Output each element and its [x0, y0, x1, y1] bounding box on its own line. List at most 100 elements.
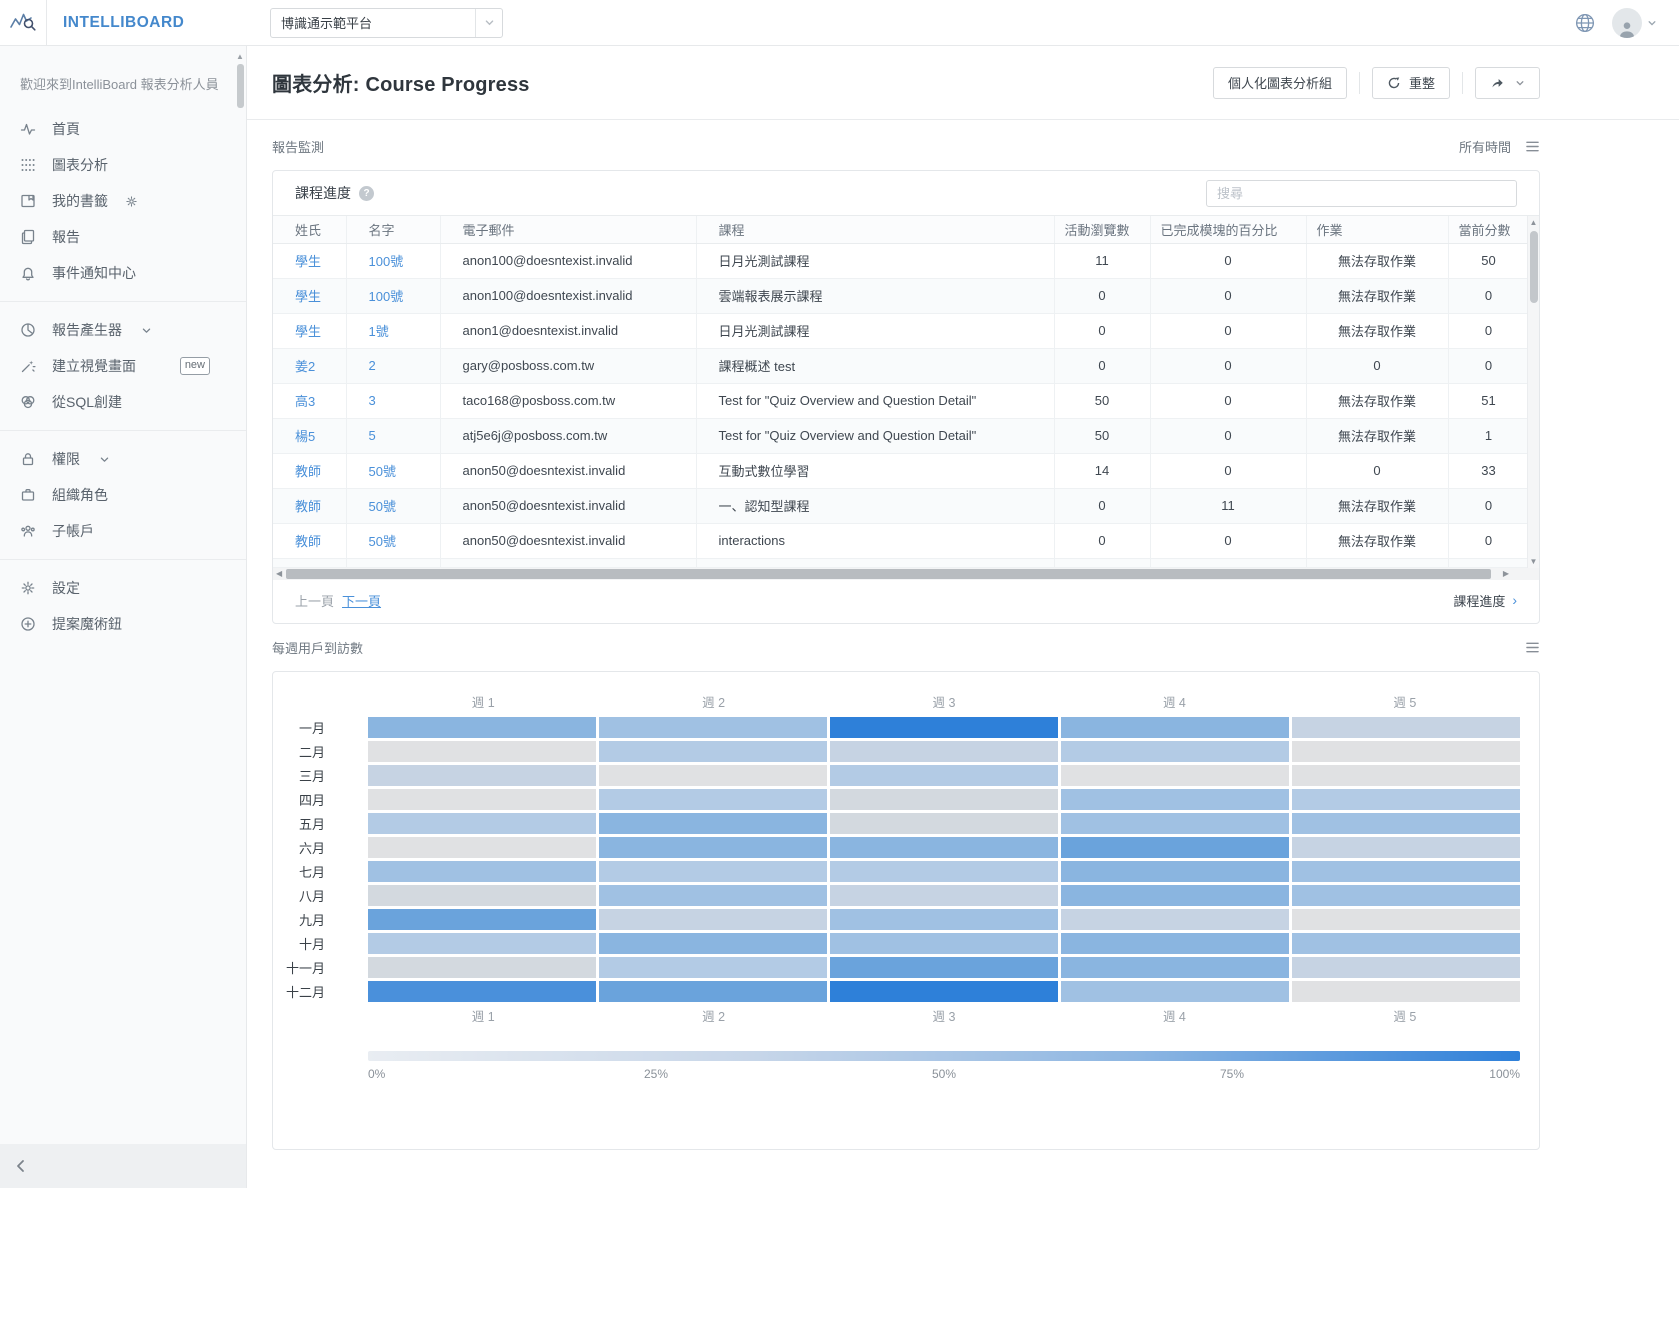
- sidebar-item-create-visual[interactable]: 建立視覺畫面 new: [0, 348, 246, 384]
- personalize-dashboard-button[interactable]: 個人化圖表分析組: [1212, 66, 1347, 99]
- sidebar-collapse-button[interactable]: [0, 1144, 246, 1188]
- user-link[interactable]: 教師: [273, 523, 347, 559]
- pie-icon: [20, 322, 37, 338]
- help-icon[interactable]: ?: [359, 185, 374, 201]
- column-header-1[interactable]: 姓氏: [273, 216, 347, 244]
- card-header: 課程進度 ?: [273, 171, 1539, 215]
- sidebar-scrollbar[interactable]: ▲: [235, 52, 245, 108]
- sidebar-item-my-bookmarks[interactable]: 我的書籤: [0, 183, 246, 219]
- heatmap-cell: [1061, 740, 1289, 762]
- column-header-6[interactable]: 已完成模塊的百分比: [1150, 216, 1307, 244]
- user-link[interactable]: 3: [346, 383, 441, 419]
- sidebar-item-report-generator[interactable]: 報告產生器: [0, 312, 246, 348]
- sidebar-item-notification-center[interactable]: 事件通知中心: [0, 255, 246, 291]
- column-header-5[interactable]: 活動瀏覽數: [1054, 216, 1151, 244]
- search-input[interactable]: [1206, 179, 1517, 207]
- scroll-up-icon[interactable]: ▲: [236, 52, 244, 61]
- scroll-up-icon[interactable]: ▲: [1529, 218, 1538, 227]
- time-filter[interactable]: 所有時間: [1458, 140, 1511, 155]
- user-link[interactable]: 高3: [273, 383, 347, 419]
- refresh-icon: [1388, 76, 1400, 88]
- week-label: 週 4: [1162, 695, 1186, 710]
- menu-icon[interactable]: [1525, 641, 1540, 654]
- scroll-right-icon[interactable]: ▶: [1502, 569, 1509, 578]
- user-menu[interactable]: [1612, 7, 1657, 38]
- week-label: 週 3: [932, 1010, 956, 1024]
- globe-icon[interactable]: [1574, 12, 1596, 34]
- heatmap-cell: [1061, 836, 1289, 858]
- sidebar-item-org-roles[interactable]: 組織角色: [0, 477, 246, 513]
- scrollbar-thumb[interactable]: [286, 568, 1491, 579]
- column-header-2[interactable]: 名字: [346, 216, 441, 244]
- scroll-left-icon[interactable]: ◀: [276, 569, 283, 578]
- sidebar-item-chart-analysis[interactable]: 圖表分析: [0, 147, 246, 183]
- pagination-next[interactable]: 下一頁: [342, 593, 382, 609]
- user-link[interactable]: 教師: [273, 453, 347, 489]
- sidebar-item-proposal-wizard[interactable]: 提案魔術鈕: [0, 606, 246, 642]
- sidebar-item-label: 首頁: [52, 121, 80, 137]
- heatmap-cell: [1292, 980, 1520, 1002]
- user-link[interactable]: 姜2: [273, 348, 347, 384]
- table-cell: 0: [1448, 523, 1530, 559]
- course-progress-link[interactable]: 課程進度 ›: [1453, 592, 1517, 609]
- refresh-button[interactable]: 重整: [1371, 66, 1450, 99]
- sidebar-item-label: 圖表分析: [52, 157, 108, 173]
- user-link[interactable]: 1號: [346, 313, 441, 349]
- sidebar-item-reports[interactable]: 報告: [0, 219, 246, 255]
- table-row: 學生 1號 anon1@doesntexist.invalid 日月光測試課程 0 0 無法…: [273, 313, 1530, 349]
- horizontal-scrollbar[interactable]: ◀ ▶: [273, 567, 1539, 580]
- heatmap-cell: [1061, 716, 1289, 738]
- user-link[interactable]: 楊5: [273, 418, 347, 454]
- user-link[interactable]: 100號: [346, 278, 441, 314]
- gear-icon[interactable]: [125, 195, 138, 208]
- table-row: 姜2 2 gary@posboss.com.tw 課程概述 test 0 0 0 0: [273, 348, 1530, 384]
- table-row: 高3 3 taco168@posboss.com.tw Test for "Quiz …: [273, 383, 1530, 419]
- user-link[interactable]: 2: [346, 348, 441, 384]
- menu-icon[interactable]: [1525, 140, 1540, 153]
- table-cell: Test for "Quiz Overview and Question Det…: [696, 383, 1055, 419]
- column-header-7[interactable]: 作業: [1306, 216, 1449, 244]
- user-link[interactable]: 學生: [273, 313, 347, 349]
- month-label: 六月: [298, 840, 325, 856]
- sidebar-item-create-from-sql[interactable]: 從SQL創建: [0, 384, 246, 420]
- pagination-prev[interactable]: 上一頁: [295, 593, 335, 609]
- sidebar-item-home[interactable]: 首頁: [0, 111, 246, 147]
- intelliboard-logo-icon[interactable]: [0, 0, 47, 45]
- heatmap-cell: [1061, 764, 1289, 786]
- scroll-down-icon[interactable]: ▼: [1529, 556, 1538, 566]
- vertical-scrollbar[interactable]: ▲ ▼: [1527, 216, 1539, 568]
- heatmap-row: 十一月: [273, 956, 1520, 978]
- heatmap-cell: [830, 932, 1058, 954]
- heatmap-cell: [368, 932, 596, 954]
- column-header-8[interactable]: 當前分數: [1448, 216, 1530, 244]
- main: 圖表分析: Course Progress 個人化圖表分析組 重整: [247, 46, 1679, 1188]
- share-button[interactable]: [1475, 66, 1540, 99]
- platform-select[interactable]: 博識通示範平台: [270, 7, 503, 38]
- heatmap-cell: [1292, 740, 1520, 762]
- month-label: 五月: [298, 816, 325, 832]
- pulse-icon: [20, 121, 37, 137]
- table-cell: 0: [1150, 348, 1307, 384]
- sidebar-item-permissions[interactable]: 權限: [0, 441, 246, 477]
- column-header-3[interactable]: 電子郵件: [440, 216, 697, 244]
- table-cell: 50: [1054, 383, 1151, 419]
- table-cell: 雲端報表展示課程: [696, 278, 1055, 314]
- heatmap-cell: [599, 908, 827, 930]
- table-cell: 51: [1448, 383, 1530, 419]
- column-header-4[interactable]: 課程: [696, 216, 1055, 244]
- user-link[interactable]: 5: [346, 418, 441, 454]
- user-link[interactable]: 50號: [346, 453, 441, 489]
- user-link[interactable]: 50號: [346, 488, 441, 524]
- user-link[interactable]: 50號: [346, 523, 441, 559]
- user-link[interactable]: 100號: [346, 243, 441, 279]
- user-link[interactable]: 學生: [273, 243, 347, 279]
- scrollbar-thumb[interactable]: [1530, 231, 1538, 303]
- heatmap-cell: [830, 980, 1058, 1002]
- user-link[interactable]: 學生: [273, 278, 347, 314]
- sidebar-item-subaccounts[interactable]: 子帳戶: [0, 513, 246, 549]
- sidebar-item-settings[interactable]: 設定: [0, 570, 246, 606]
- user-link[interactable]: 教師: [273, 488, 347, 524]
- scrollbar-thumb[interactable]: [236, 64, 244, 108]
- avatar: [1612, 7, 1642, 38]
- sidebar-item-label: 組織角色: [52, 487, 108, 503]
